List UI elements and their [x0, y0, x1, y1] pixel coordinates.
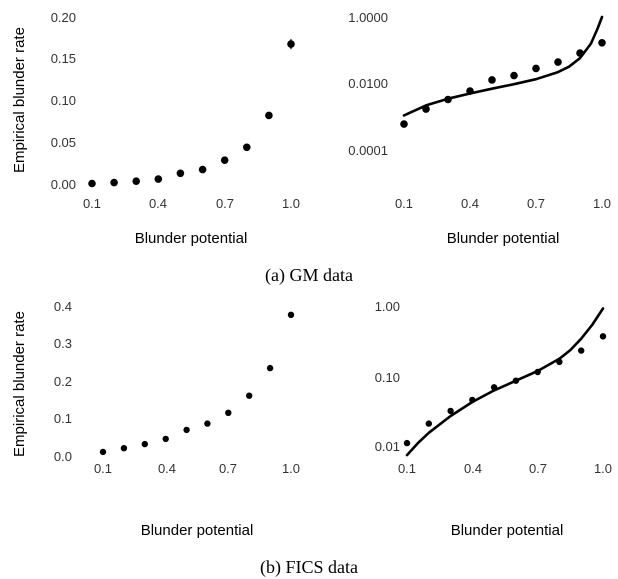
x-axis-label: Blunder potential [447, 230, 560, 247]
data-point [110, 178, 118, 187]
data-point [425, 420, 432, 427]
x-tick-label: 0.1 [398, 461, 416, 476]
model-curve [402, 15, 604, 117]
data-point [466, 87, 474, 95]
data-point [141, 440, 148, 448]
x-tick-labels: 0.1 0.4 0.7 1.0 [398, 461, 612, 476]
data-point [532, 64, 540, 73]
data-point [598, 39, 606, 47]
data-point [400, 120, 408, 128]
x-tick-label: 0.1 [83, 196, 101, 211]
chart-gm-linear: 0.20 0.15 0.10 0.05 0.00 0.1 0.4 0.7 1.0… [11, 10, 300, 247]
data-point [554, 58, 562, 66]
y-tick-label: 0.4 [54, 299, 72, 314]
model-curve [405, 307, 605, 457]
data-point [243, 143, 251, 152]
data-point [266, 364, 274, 372]
y-tick-label: 0.3 [54, 336, 72, 351]
data-point [490, 384, 498, 391]
plot-marks [400, 15, 606, 128]
plot-marks [99, 311, 295, 456]
y-tick-label: 1.0000 [348, 10, 388, 25]
x-tick-labels: 0.1 0.4 0.7 1.0 [83, 196, 300, 211]
data-point [88, 179, 96, 188]
x-tick-label: 0.7 [216, 196, 234, 211]
chart-fics-log: 1.00 0.10 0.01 0.1 0.4 0.7 1.0 Blunder p… [375, 299, 612, 539]
data-point [154, 175, 163, 183]
chart-gm-log: 1.0000 0.0100 0.0001 0.1 0.4 0.7 1.0 Blu… [348, 10, 611, 247]
y-tick-label: 0.00 [51, 177, 76, 192]
data-point [198, 165, 207, 174]
y-tick-labels: 1.00 0.10 0.01 [375, 299, 400, 454]
x-tick-labels: 0.1 0.4 0.7 1.0 [94, 461, 300, 476]
x-tick-label: 0.4 [464, 461, 482, 476]
data-point [578, 347, 585, 354]
caption-a: (a) GM data [265, 265, 353, 286]
x-tick-label: 0.7 [219, 461, 237, 476]
y-axis-label: Empirical blunder rate [11, 27, 28, 173]
y-tick-labels: 0.20 0.15 0.10 0.05 0.00 [51, 10, 76, 192]
x-axis-label: Blunder potential [141, 522, 254, 539]
y-tick-label: 0.0001 [348, 143, 388, 158]
x-tick-label: 0.7 [527, 196, 545, 211]
data-point [287, 311, 295, 318]
data-point [469, 396, 476, 404]
data-point [599, 333, 607, 340]
data-point [556, 358, 563, 366]
data-point [132, 177, 140, 185]
data-point [246, 392, 253, 399]
data-point [534, 368, 541, 376]
y-tick-label: 0.15 [51, 51, 76, 66]
y-tick-label: 0.05 [51, 135, 76, 150]
x-tick-label: 0.7 [529, 461, 547, 476]
y-tick-label: 0.1 [54, 411, 72, 426]
data-point [225, 409, 232, 416]
data-point [99, 448, 107, 456]
plot-marks [88, 39, 295, 188]
data-point [287, 40, 295, 48]
x-tick-label: 0.4 [149, 196, 167, 211]
y-tick-label: 0.0100 [348, 76, 388, 91]
y-axis-label: Empirical blunder rate [11, 311, 28, 457]
y-tick-label: 0.0 [54, 449, 72, 464]
x-tick-label: 0.1 [94, 461, 112, 476]
plot-marks [403, 307, 607, 457]
data-point [403, 439, 411, 447]
y-tick-label: 0.10 [375, 370, 400, 385]
x-tick-label: 1.0 [594, 461, 612, 476]
data-point [183, 426, 190, 434]
data-point [120, 445, 128, 452]
caption-b: (b) FICS data [260, 557, 358, 578]
data-point [176, 169, 185, 178]
y-tick-label: 0.2 [54, 374, 72, 389]
y-tick-labels: 0.4 0.3 0.2 0.1 0.0 [54, 299, 72, 464]
x-tick-label: 1.0 [282, 196, 300, 211]
data-point [162, 435, 169, 443]
y-tick-labels: 1.0000 0.0100 0.0001 [348, 10, 388, 158]
data-point [488, 76, 496, 84]
y-tick-label: 0.01 [375, 439, 400, 454]
data-point [447, 407, 454, 415]
x-axis-label: Blunder potential [451, 522, 564, 539]
data-point [444, 95, 452, 104]
x-tick-labels: 0.1 0.4 0.7 1.0 [395, 196, 611, 211]
data-point [204, 420, 211, 427]
x-tick-label: 0.1 [395, 196, 413, 211]
x-tick-label: 1.0 [282, 461, 300, 476]
data-point [512, 377, 520, 384]
data-point [422, 105, 430, 113]
data-point [220, 156, 229, 164]
data-point [510, 71, 518, 80]
data-point [576, 49, 584, 57]
y-tick-label: 0.20 [51, 10, 76, 25]
chart-fics-linear: 0.4 0.3 0.2 0.1 0.0 0.1 0.4 0.7 1.0 Empi… [11, 299, 300, 539]
x-axis-label: Blunder potential [135, 230, 248, 247]
y-tick-label: 0.10 [51, 93, 76, 108]
data-point [265, 111, 273, 120]
y-tick-label: 1.00 [375, 299, 400, 314]
x-tick-label: 0.4 [461, 196, 479, 211]
x-tick-label: 1.0 [593, 196, 611, 211]
x-tick-label: 0.4 [158, 461, 176, 476]
